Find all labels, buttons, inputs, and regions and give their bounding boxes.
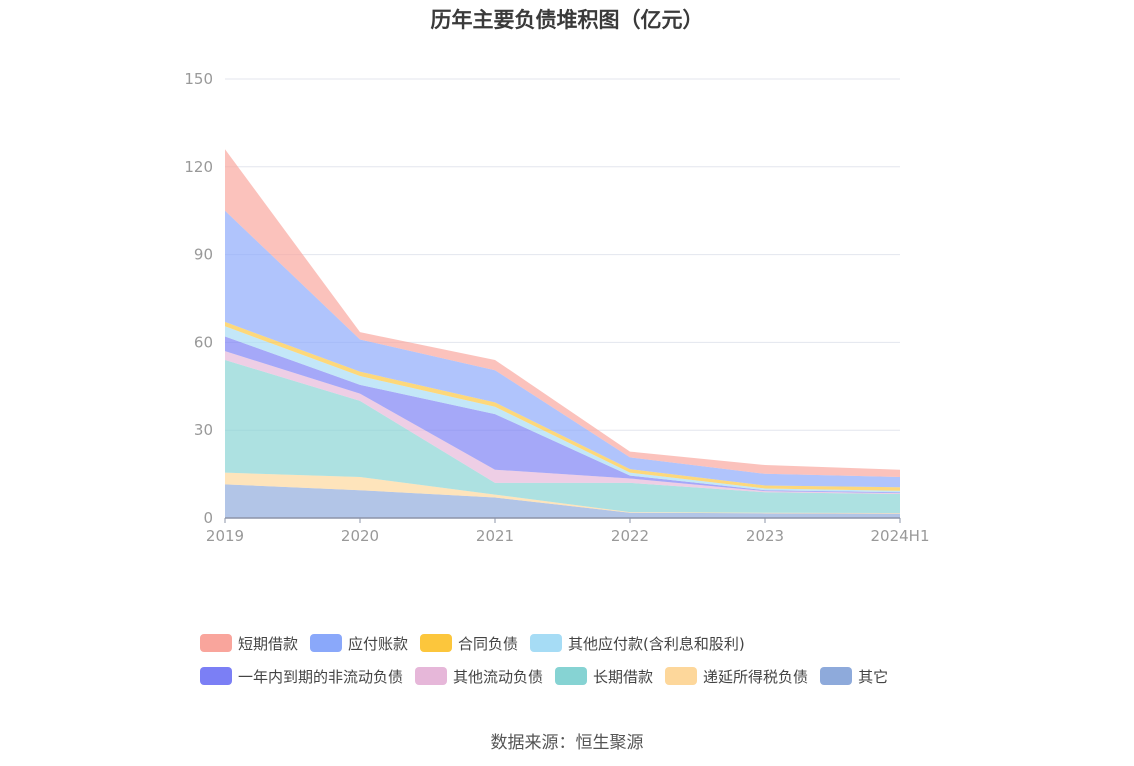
y-tick-label: 60 xyxy=(194,333,213,351)
legend-item[interactable]: 长期借款 xyxy=(555,666,653,687)
x-tick-label: 2023 xyxy=(746,527,784,545)
legend-swatch xyxy=(200,667,232,685)
axes: 2019 2020 2021 2022 2023 2024H1 xyxy=(206,517,930,545)
y-tick-label: 0 xyxy=(203,509,213,527)
area-短期借款 xyxy=(225,149,900,478)
area-长期借款 xyxy=(225,359,900,514)
legend-swatch xyxy=(200,634,232,652)
source-note: 数据来源：恒生聚源 xyxy=(490,733,644,753)
legend-label: 其他应付款(含利息和股利) xyxy=(568,634,745,653)
legend-item[interactable]: 合同负债 xyxy=(420,633,518,654)
legend-label: 其它 xyxy=(858,667,889,686)
legend-label: 短期借款 xyxy=(238,634,299,653)
chart-title: 历年主要负债堆积图（亿元） xyxy=(430,8,704,32)
x-tick-label: 2024H1 xyxy=(871,527,930,545)
x-tick-label: 2019 xyxy=(206,527,244,545)
legend-item[interactable]: 一年内到期的非流动负债 xyxy=(200,666,403,687)
legend-item[interactable]: 短期借款 xyxy=(200,633,298,654)
legend-label: 递延所得税负债 xyxy=(703,667,809,686)
legend-item[interactable]: 其他应付款(含利息和股利) xyxy=(530,633,745,654)
legend-swatch xyxy=(310,634,343,652)
legend-label: 长期借款 xyxy=(593,667,654,686)
y-tick-label: 150 xyxy=(184,70,213,88)
y-tick-label: 120 xyxy=(184,158,213,176)
legend-swatch xyxy=(555,667,588,685)
area-其它 xyxy=(225,484,900,518)
legend-row: 短期借款 应付账款 合同负债 其他应付款(含利息和股利) xyxy=(200,632,1020,654)
area-递延所得税负债 xyxy=(225,472,900,514)
legend-label: 应付账款 xyxy=(348,634,409,653)
legend-swatch xyxy=(420,634,453,652)
stacked-area-chart: 0 30 60 90 120 150 2019 2020 2021 2022 2023 2024H1 xyxy=(184,70,930,545)
legend-row: 一年内到期的非流动负债 其他流动负债 长期借款 递延所得税负债 其它 xyxy=(200,665,1020,687)
x-tick-label: 2022 xyxy=(611,527,649,545)
legend-item[interactable]: 其它 xyxy=(820,666,888,687)
legend-swatch xyxy=(415,667,448,685)
area-一年内到期的非流动负债 xyxy=(225,336,900,494)
legend-swatch xyxy=(820,667,853,685)
legend-item[interactable]: 递延所得税负债 xyxy=(665,666,808,687)
legend-swatch xyxy=(530,634,563,652)
legend: 短期借款 应付账款 合同负债 其他应付款(含利息和股利) 一年内到期的非流动负债 其他流… xyxy=(200,632,1020,698)
legend-label: 其他流动负债 xyxy=(453,667,544,686)
legend-item[interactable]: 其他流动负债 xyxy=(415,666,543,687)
series-areas xyxy=(225,149,900,518)
legend-item[interactable]: 应付账款 xyxy=(310,633,408,654)
area-应付账款 xyxy=(225,210,900,488)
legend-label: 合同负债 xyxy=(458,634,519,653)
y-tick-label: 30 xyxy=(194,421,213,439)
legend-label: 一年内到期的非流动负债 xyxy=(238,667,404,686)
legend-swatch xyxy=(665,667,698,685)
y-tick-label: 90 xyxy=(194,246,213,264)
x-tick-label: 2021 xyxy=(476,527,514,545)
x-tick-label: 2020 xyxy=(341,527,379,545)
